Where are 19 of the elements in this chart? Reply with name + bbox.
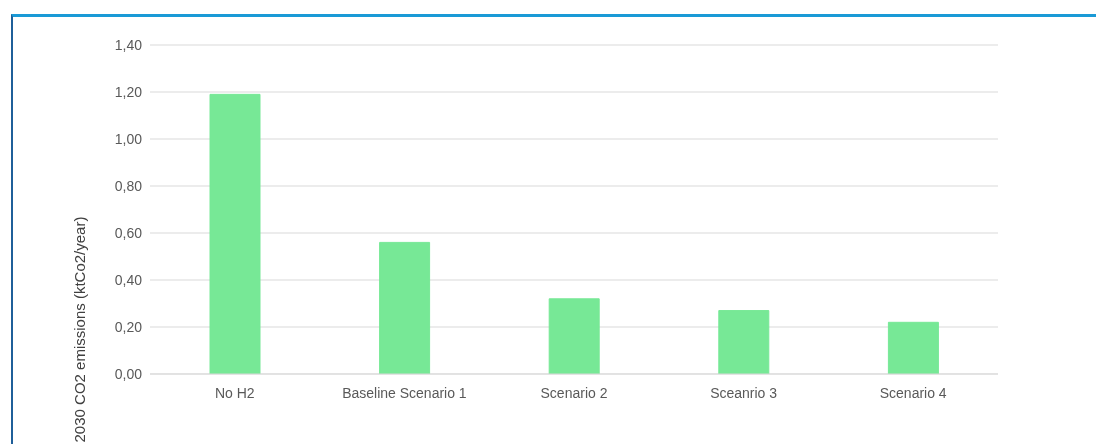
- y-tick-label: 1,00: [114, 130, 143, 147]
- y-tick-label: 0,20: [114, 318, 143, 335]
- y-tick-label: 0,00: [114, 365, 143, 382]
- y-tick-label: 0,40: [114, 271, 143, 288]
- bar: [887, 321, 939, 374]
- x-tick-label: Scenario 4: [879, 384, 947, 401]
- bar: [209, 93, 261, 374]
- y-tick-label: 1,40: [114, 36, 143, 53]
- y-tick-label: 1,20: [114, 83, 143, 100]
- y-tick-label: 0,80: [114, 177, 143, 194]
- y-tick-label: 0,60: [114, 224, 143, 241]
- x-tick-label: Baseline Scenario 1: [342, 384, 467, 401]
- x-tick-label: Scenario 2: [540, 384, 608, 401]
- bar: [548, 298, 600, 374]
- y-axis-title: 2030 CO2 emissions (ktCo2/year): [71, 216, 89, 443]
- x-tick-label: Sceanrio 3: [710, 384, 778, 401]
- bar: [379, 241, 431, 374]
- bar: [718, 310, 770, 374]
- x-tick-label: No H2: [214, 384, 255, 401]
